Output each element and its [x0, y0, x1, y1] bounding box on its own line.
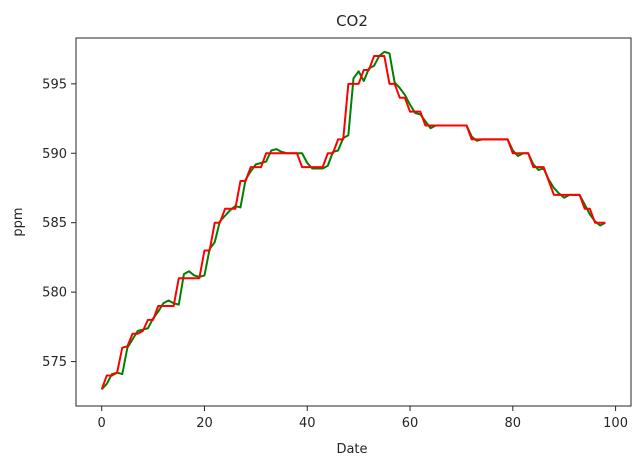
x-axis-ticks: 0 20 40 60 80 100	[98, 406, 628, 431]
y-axis-ticks: 575 580 585 590 595	[42, 77, 76, 370]
y-tick-label: 595	[42, 77, 67, 92]
x-tick-label: 40	[299, 416, 316, 431]
x-tick-label: 20	[196, 416, 213, 431]
x-axis-label: Date	[336, 442, 367, 457]
series-line-0	[100, 50, 606, 391]
y-tick-label: 585	[42, 216, 67, 231]
x-tick-label: 60	[402, 416, 419, 431]
y-axis-label: ppm	[11, 207, 26, 236]
x-tick-label: 100	[603, 416, 628, 431]
x-tick-label: 80	[505, 416, 522, 431]
plot-frame	[75, 37, 632, 407]
x-tick-label: 0	[98, 416, 106, 431]
plot-lines	[100, 50, 606, 391]
y-tick-label: 580	[42, 286, 67, 301]
chart-title: CO2	[336, 12, 368, 30]
y-tick-label: 590	[42, 147, 67, 162]
y-tick-label: 575	[42, 355, 67, 370]
series-line-1	[100, 55, 606, 390]
